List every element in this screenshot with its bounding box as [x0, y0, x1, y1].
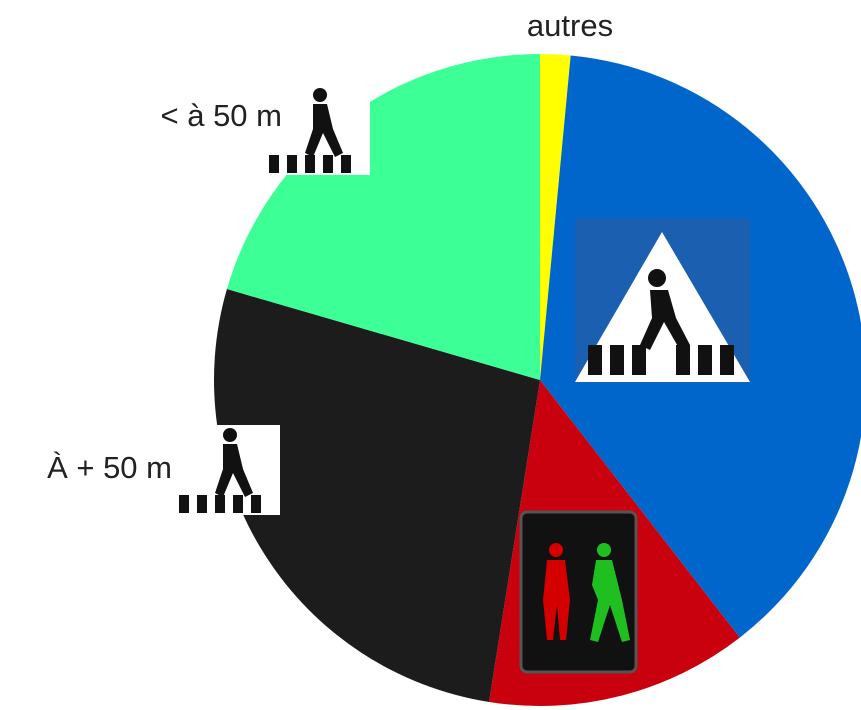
- pedestrian-icon: [175, 425, 280, 515]
- slice-label: < à 50 m: [161, 98, 283, 133]
- slice-label: À + 50 m: [47, 450, 172, 485]
- pedestrian-light-icon: [519, 510, 638, 674]
- pie-slice: [213, 289, 540, 702]
- pie-slice: [540, 54, 571, 380]
- pie: [213, 54, 861, 706]
- slice-label: autres: [527, 8, 613, 43]
- crossing-sign-icon: [575, 218, 750, 383]
- pie-slice: [226, 54, 540, 380]
- icons: [175, 85, 750, 674]
- pedestrian-icon: [265, 85, 370, 175]
